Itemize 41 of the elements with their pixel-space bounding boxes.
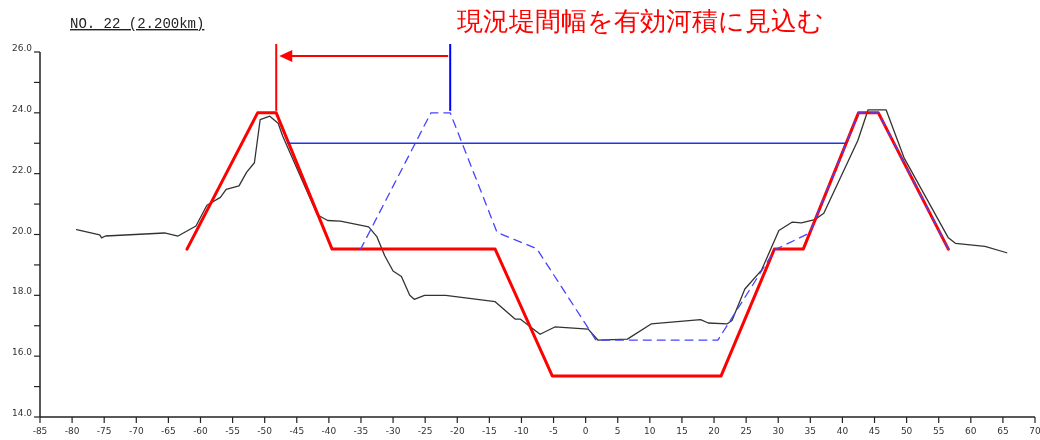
x-tick-label: -10 (514, 426, 530, 436)
x-tick-label: -50 (257, 426, 273, 436)
x-tick-label: 15 (676, 426, 688, 436)
x-tick-label: 30 (772, 426, 785, 436)
chart-title: 現況堤間幅を有効河積に見込む (456, 6, 824, 36)
x-tick-label: -30 (385, 426, 401, 436)
x-tick-label: -35 (353, 426, 369, 436)
y-tick-label: 22.0 (11, 164, 33, 175)
y-tick-label: 26.0 (11, 43, 33, 53)
x-tick-label: -65 (161, 426, 176, 436)
x-tick-label: -20 (449, 426, 465, 436)
x-tick-label: 0 (582, 426, 589, 436)
y-tick-label: 20.0 (11, 225, 33, 236)
x-tick-label: -45 (289, 426, 305, 436)
chart-subtitle: NO. 22 (2.200km) (70, 16, 205, 32)
x-tick-label: 25 (740, 426, 752, 436)
x-tick-label: -70 (128, 426, 144, 436)
x-tick-label: 5 (614, 426, 621, 436)
y-tick-label: 24.0 (11, 103, 33, 114)
x-tick-label: -25 (417, 426, 433, 436)
x-tick-label: -75 (96, 426, 112, 436)
x-tick-label: 50 (900, 426, 913, 436)
y-tick-label: 18.0 (11, 286, 33, 297)
x-tick-label: -40 (321, 426, 337, 436)
x-tick-label: 70 (1029, 426, 1040, 436)
x-tick-label: 60 (965, 426, 977, 436)
x-tick-label: 65 (997, 426, 1009, 436)
x-tick-label: 45 (868, 426, 881, 436)
y-tick-label: 16.0 (11, 347, 33, 358)
y-tick-label: 14.0 (11, 408, 33, 418)
x-tick-label: 35 (804, 426, 817, 436)
x-tick-label: -85 (32, 426, 48, 436)
x-tick-label: 55 (932, 426, 945, 436)
x-tick-label: -60 (193, 426, 209, 436)
x-tick-label: 40 (836, 426, 849, 436)
x-tick-label: -15 (482, 426, 497, 436)
x-tick-label: -80 (64, 426, 80, 436)
x-tick-label: 10 (644, 426, 656, 436)
x-tick-label: -5 (549, 426, 559, 436)
x-tick-label: 20 (708, 426, 721, 436)
x-tick-label: -55 (225, 426, 240, 436)
